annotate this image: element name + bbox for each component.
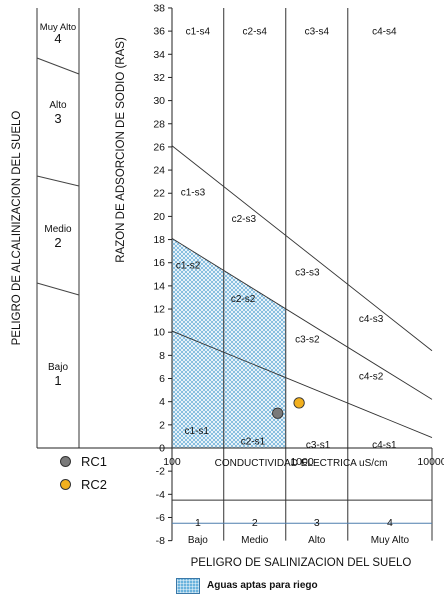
region-label: c2-s4 [243, 27, 268, 38]
apt-zone-legend-label: Aguas aptas para riego [207, 580, 318, 591]
salinity-class-number: 2 [252, 517, 258, 529]
salinity-class-name: Muy Alto [371, 535, 410, 546]
y-tick-label: 20 [153, 211, 165, 223]
region-label: c3-s2 [295, 335, 320, 346]
salinity-class-number: 3 [314, 517, 320, 529]
salinity-class-name: Bajo [188, 535, 208, 546]
region-label: c2-s2 [231, 294, 256, 305]
alkalinity-boundary-1 [36, 57, 80, 75]
x-tick-label: 10000 [417, 456, 444, 468]
apt-zone [172, 238, 286, 448]
y-tick-label: -6 [156, 512, 165, 524]
region-label: c4-s4 [372, 27, 397, 38]
salinity-class-name: Medio [241, 535, 269, 546]
y-tick-label: 22 [153, 188, 165, 200]
alkalinity-class-number: 1 [54, 373, 61, 388]
alkalinity-class-number: 3 [54, 111, 61, 126]
y-tick-label: 6 [159, 373, 165, 385]
x-tick-label: 1000 [290, 456, 314, 468]
salinity-class-number: 4 [387, 517, 393, 529]
y-tick-label: 12 [153, 304, 165, 316]
region-label: c1-s2 [176, 261, 201, 272]
region-label: c1-s1 [185, 426, 210, 437]
region-label: c4-s2 [359, 372, 384, 383]
y-tick-label: 2 [159, 419, 165, 431]
x-axis-title: CONDUCTIVIDAD ELECTRICA uS/cm [215, 458, 388, 469]
region-label: c3-s4 [305, 27, 330, 38]
alkalinity-boundary-3 [36, 282, 80, 296]
alkalinity-class-name: Muy Alto [40, 22, 76, 33]
salinity-class-number: 1 [195, 517, 201, 529]
rc2-marker-icon [60, 479, 71, 490]
region-label: c1-s4 [186, 27, 211, 38]
y-tick-label: 38 [153, 2, 165, 14]
region-label: c2-s1 [241, 437, 266, 448]
region-label: c2-s3 [232, 214, 257, 225]
y-tick-label: 4 [159, 396, 165, 408]
y-tick-label: 8 [159, 350, 165, 362]
alkalinity-class-name: Alto [49, 100, 67, 111]
y-tick-label: -4 [156, 489, 165, 501]
y-tick-label: -8 [156, 535, 165, 547]
boundary-line-s2-s3 [171, 238, 433, 400]
data-point-rc2 [293, 397, 305, 409]
alkalinity-class-number: 2 [54, 235, 61, 250]
region-label: c3-s3 [295, 267, 320, 278]
y-tick-label: 18 [153, 234, 165, 246]
legend-item-rc1: RC1 [60, 454, 107, 469]
alkalinity-class-name: Medio [44, 224, 72, 235]
data-point-rc1 [272, 407, 284, 419]
alkalinity-class-number: 4 [54, 31, 61, 46]
salinity-class-name: Alto [308, 535, 326, 546]
boundary-line-s1-s2 [171, 330, 433, 438]
region-label: c1-s3 [181, 188, 206, 199]
y-tick-label: 0 [159, 443, 165, 455]
y-tick-label: 14 [153, 280, 165, 292]
alkalinity-boundary-2 [36, 175, 80, 187]
y-tick-label: 30 [153, 95, 165, 107]
y-tick-label: 28 [153, 118, 165, 130]
y-tick-label: 26 [153, 141, 165, 153]
region-label: c3-s1 [306, 440, 331, 451]
region-label: c4-s1 [372, 440, 397, 451]
y-axis-title: RAZON DE ADSORCION DE SODIO (RAS) [115, 37, 127, 263]
legend-item-rc2: RC2 [60, 477, 107, 492]
legend-label-rc2: RC2 [81, 477, 108, 492]
y-tick-label: 32 [153, 72, 165, 84]
x-tick-label: 100 [163, 456, 181, 468]
legend-label-rc1: RC1 [81, 454, 108, 469]
y-tick-label: 10 [153, 327, 165, 339]
rc1-marker-icon [60, 456, 71, 467]
region-label: c4-s3 [359, 314, 384, 325]
boundary-line-s3-s4 [171, 145, 433, 352]
alkalinity-class-name: Bajo [48, 362, 68, 373]
y-tick-label: 24 [153, 165, 165, 177]
apt-zone-swatch-icon [176, 578, 200, 594]
y-tick-label: 16 [153, 257, 165, 269]
y-tick-label: -2 [156, 466, 165, 478]
y-tick-label: 36 [153, 26, 165, 38]
y-tick-label: 34 [153, 49, 165, 61]
left-axis-title: PELIGRO DE ALCALINIZACION DEL SUELO [11, 111, 23, 346]
salinity-axis-title: PELIGRO DE SALINIZACION DEL SUELO [191, 557, 412, 569]
